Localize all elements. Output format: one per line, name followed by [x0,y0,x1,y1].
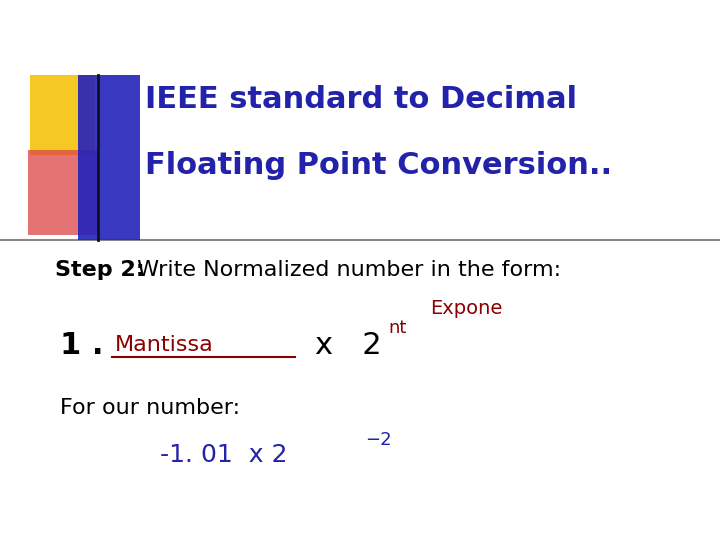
Text: Step 2:: Step 2: [55,260,145,280]
Text: Floating Point Conversion..: Floating Point Conversion.. [145,151,612,179]
Text: x   2: x 2 [315,330,382,360]
Text: −2: −2 [365,431,392,449]
Text: nt: nt [388,319,406,337]
Text: Mantissa: Mantissa [115,335,214,355]
Text: 1 .: 1 . [60,330,104,360]
Text: For our number:: For our number: [60,398,240,418]
Bar [30,75,95,155]
Text: Expone: Expone [430,299,503,318]
Bar [28,150,98,235]
Bar [78,75,140,240]
Text: -1. 01  x 2: -1. 01 x 2 [160,443,287,467]
Text: Write Normalized number in the form:: Write Normalized number in the form: [130,260,561,280]
Text: IEEE standard to Decimal: IEEE standard to Decimal [145,85,577,114]
